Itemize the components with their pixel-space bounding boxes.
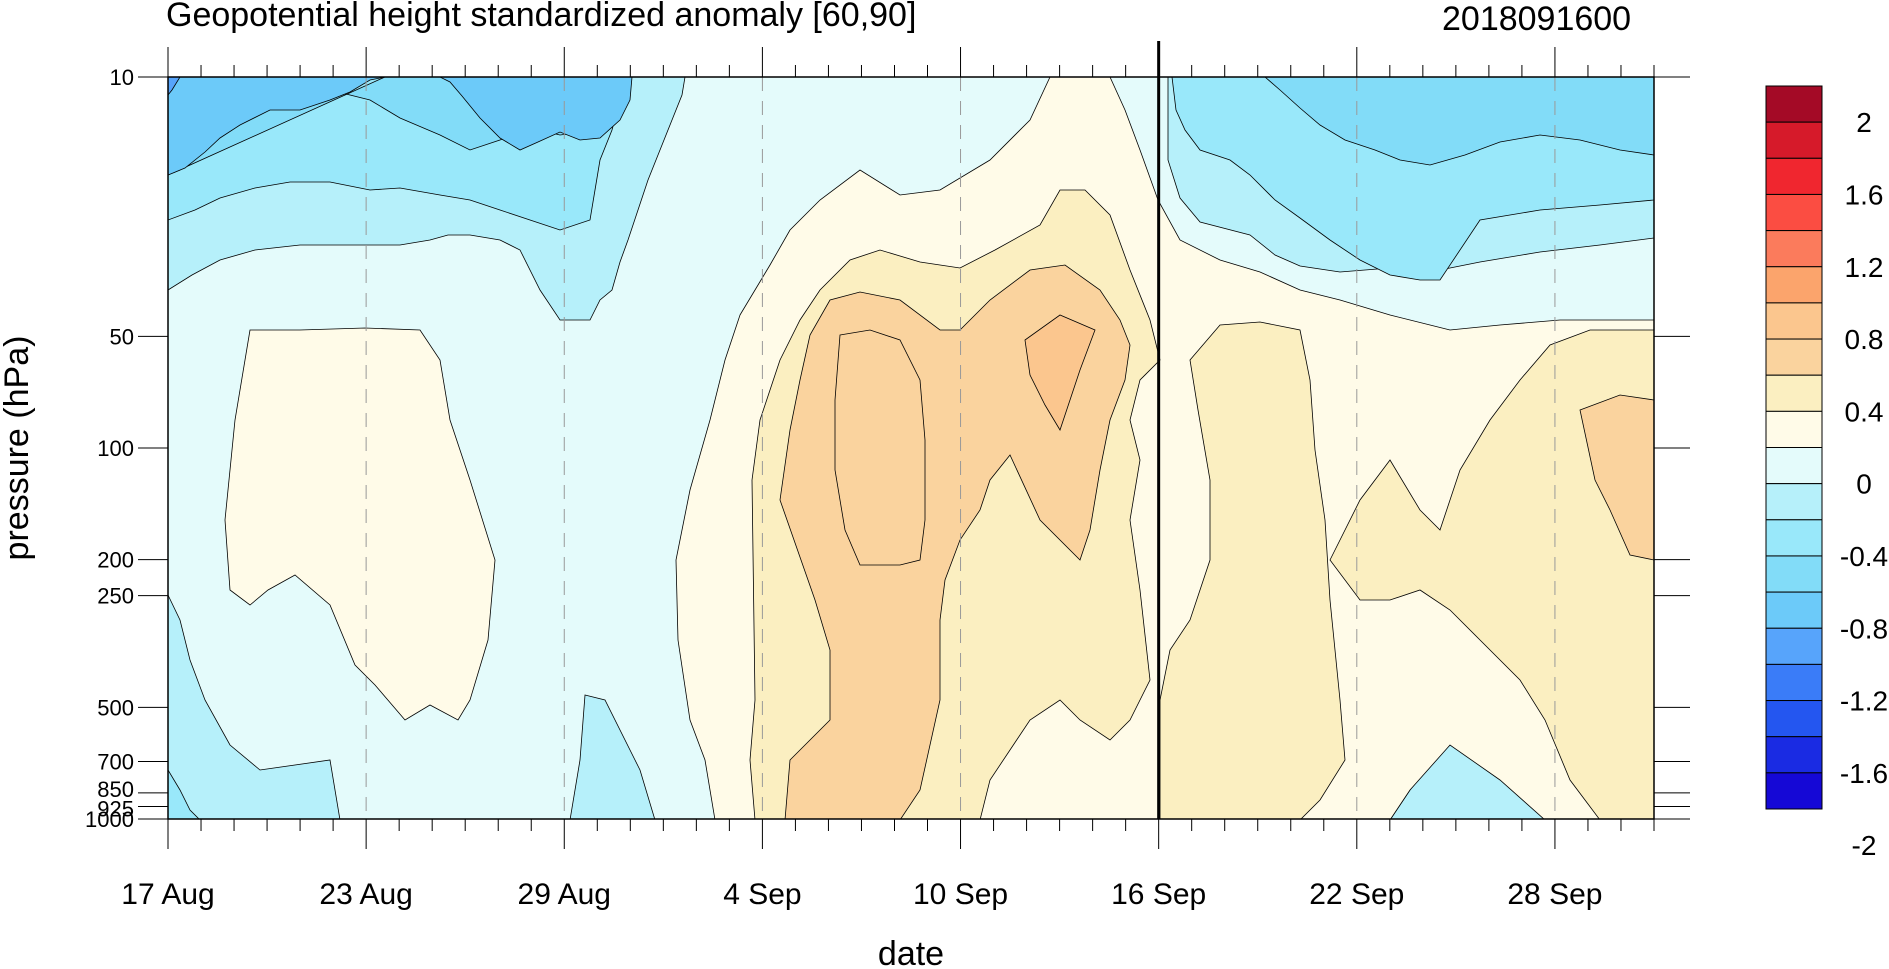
y-tick-label: 1000	[85, 807, 134, 832]
x-tick-label: 28 Sep	[1507, 878, 1602, 911]
colorbar-label: -1.6	[1840, 758, 1888, 789]
pos-anom-region	[1024, 314, 1096, 431]
date-label: 2018091600	[1442, 0, 1632, 38]
y-tick-label: 10	[110, 65, 134, 90]
colorbar-swatch	[1765, 157, 1823, 195]
colorbar-swatch	[1765, 519, 1823, 557]
colorbar-label: 2	[1856, 107, 1872, 138]
y-tick-label: 250	[97, 584, 134, 609]
colorbar-swatch	[1765, 121, 1823, 159]
x-tick-label: 17 Aug	[121, 878, 214, 911]
pos-anom-region	[834, 329, 926, 566]
colorbar-swatch	[1765, 447, 1823, 485]
y-axis-label: pressure (hPa)	[0, 336, 36, 561]
colorbar-label: 1.6	[1845, 179, 1884, 210]
colorbar-label: -1.2	[1840, 686, 1888, 717]
x-tick-label: 4 Sep	[723, 878, 801, 911]
pos-anom-region	[1579, 394, 1654, 561]
colorbar-label: -0.4	[1840, 541, 1888, 572]
colorbar-label: -2	[1852, 830, 1877, 861]
anomaly-field	[168, 77, 1654, 819]
x-tick-label: 29 Aug	[518, 878, 611, 911]
colorbar-label: 0.4	[1845, 396, 1884, 427]
colorbar-swatch	[1765, 302, 1823, 340]
colorbar-swatch	[1765, 663, 1823, 702]
colorbar-label: 0.8	[1845, 324, 1884, 355]
colorbar-swatch	[1765, 772, 1823, 810]
y-tick-label: 50	[110, 324, 134, 349]
x-axis: 17 Aug 23 Aug 29 Aug 4 Sep 10 Sep 16 Sep 22 Se…	[121, 47, 1655, 911]
colorbar-swatch	[1765, 627, 1823, 665]
neg-anom-region	[168, 77, 633, 176]
y-tick-label: 200	[97, 548, 134, 573]
neg-anom-region	[168, 594, 341, 819]
colorbar-swatch	[1765, 700, 1823, 738]
x-tick-label: 22 Sep	[1309, 878, 1404, 911]
colorbar-label: -0.8	[1840, 613, 1888, 644]
y-tick-label: 100	[97, 436, 134, 461]
y-tick-label: 500	[97, 695, 134, 720]
colorbar-swatch	[1765, 736, 1823, 774]
y-tick-label: 850	[97, 777, 134, 802]
neg-anom-region	[168, 77, 181, 96]
colorbar-swatch	[1765, 555, 1823, 593]
colorbar-swatch	[1765, 230, 1823, 268]
colorbar-swatch	[1765, 266, 1823, 304]
colorbar-swatch	[1765, 338, 1823, 376]
colorbar-label: 0	[1856, 469, 1872, 500]
y-tick-label: 925	[97, 796, 134, 821]
neg-anom-region	[1264, 77, 1654, 166]
colorbar-swatch	[1765, 193, 1823, 232]
neg-anom-region	[168, 769, 200, 819]
x-tick-label: 10 Sep	[913, 878, 1008, 911]
neg-anom-region	[569, 694, 656, 819]
pos-anom-region	[1329, 329, 1654, 819]
pos-anom-region	[1159, 321, 1346, 819]
colorbar-swatch	[1765, 85, 1823, 123]
pos-anom-region	[224, 327, 496, 721]
y-tick-label: 700	[97, 750, 134, 775]
x-tick-label: 16 Sep	[1111, 878, 1206, 911]
colorbar-swatch	[1765, 410, 1823, 449]
chart-title: Geopotential height standardized anomaly…	[166, 0, 917, 34]
x-axis-label: date	[878, 935, 944, 969]
x-tick-label: 23 Aug	[319, 878, 412, 911]
colorbar-swatch	[1765, 374, 1823, 412]
colorbar-swatch	[1765, 591, 1823, 629]
colorbar: 2 1.6 1.2 0.8 0.4 0 -0.4 -0.8 -1.2 -1.6 -2	[1765, 85, 1888, 861]
colorbar-label: 1.2	[1845, 252, 1884, 283]
colorbar-swatch	[1765, 483, 1823, 521]
